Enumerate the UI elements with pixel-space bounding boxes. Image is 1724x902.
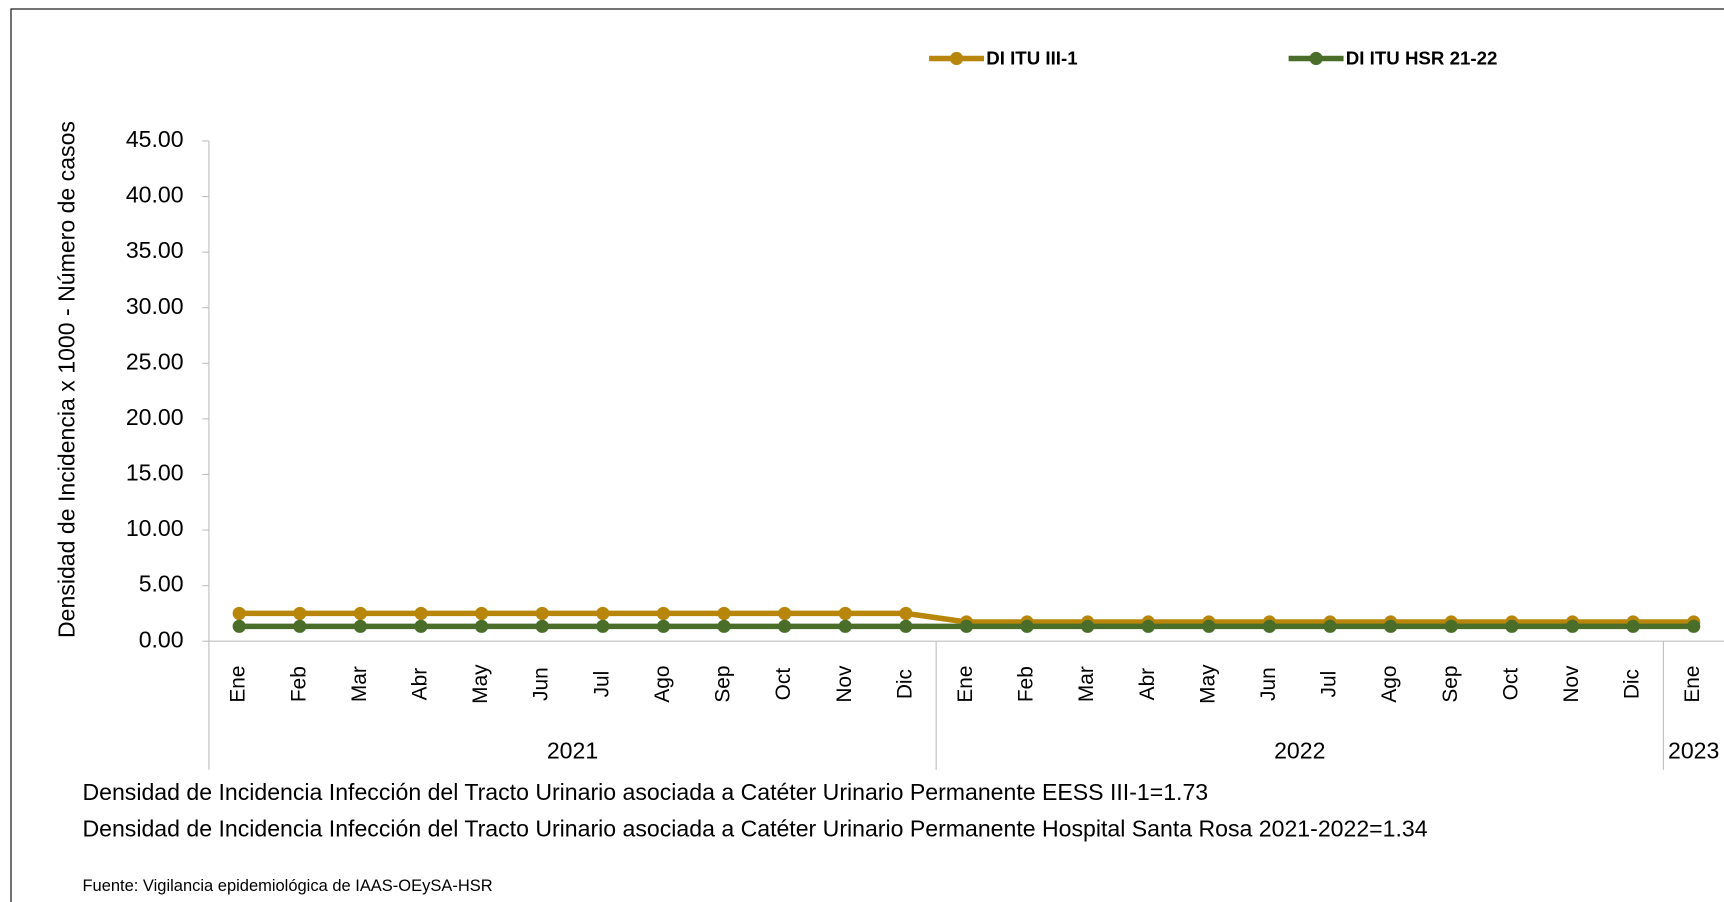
point [1141, 619, 1155, 633]
x-tick-label: Ene [1681, 666, 1704, 703]
x-tick-label: Nov [833, 665, 856, 703]
point [232, 606, 246, 621]
point [717, 619, 731, 633]
point [1262, 619, 1277, 633]
point [1384, 619, 1398, 633]
point [293, 606, 307, 621]
x-tick-label: Jun [530, 667, 553, 701]
x-tick-label: Jul [1318, 671, 1341, 698]
point [1444, 619, 1458, 633]
point [232, 619, 246, 633]
point [293, 619, 307, 633]
point [475, 606, 489, 621]
year-label: 2023 [1668, 737, 1719, 763]
point [899, 619, 913, 633]
x-tick-label: Nov [1560, 665, 1583, 703]
legend-label: DI ITU HSR 21-22 [1346, 48, 1498, 69]
x-tick-label: Sep [712, 666, 735, 703]
point [353, 619, 368, 633]
point [596, 606, 610, 621]
point [656, 619, 671, 633]
y-tick-label: 5.00 [139, 571, 184, 597]
y-tick-label: 40.00 [126, 182, 184, 208]
year-label: 2021 [547, 737, 598, 763]
point [1081, 619, 1095, 633]
y-tick-label: 10.00 [126, 515, 184, 541]
point [778, 606, 792, 621]
source: Fuente: Vigilancia epidemiológica de IAA… [82, 877, 492, 895]
point [535, 619, 549, 633]
y-axis-label: Densidad de Incidencia x 1000 - Número d… [53, 121, 79, 638]
x-tick-label: Jun [1257, 667, 1280, 701]
x-tick-label: Oct [772, 668, 795, 701]
x-tick-label: Dic [1621, 669, 1644, 699]
y-tick-label: 30.00 [126, 293, 184, 319]
point [475, 619, 489, 633]
y-tick-label: 0.00 [139, 626, 184, 652]
point [838, 619, 852, 633]
x-tick-label: Jul [590, 671, 613, 698]
legend-marker [1309, 51, 1323, 66]
point [838, 606, 852, 621]
x-tick-label: Mar [1075, 666, 1098, 702]
point [899, 606, 913, 621]
y-tick-label: 20.00 [126, 404, 184, 430]
x-tick-label: Ene [227, 666, 250, 703]
y-tick-label: 25.00 [126, 348, 184, 374]
note: Densidad de Incidencia Infección del Tra… [82, 779, 1208, 805]
y-tick-label: 35.00 [126, 237, 184, 263]
x-tick-label: Ene [954, 666, 977, 703]
y-tick-label: 45.00 [126, 126, 184, 152]
point [535, 606, 549, 621]
x-tick-label: Abr [409, 668, 432, 701]
legend-label: DI ITU III-1 [986, 48, 1077, 69]
x-tick-label: Ago [1378, 666, 1401, 703]
x-tick-label: Feb [287, 666, 310, 702]
x-tick-label: Oct [1499, 668, 1522, 701]
point [1626, 619, 1640, 633]
frame [10, 8, 1724, 902]
point [1020, 619, 1034, 633]
note: Densidad de Incidencia Infección del Tra… [82, 815, 1427, 841]
x-tick-label: May [469, 664, 492, 704]
point [1565, 619, 1580, 633]
y-tick-label: 15.00 [126, 460, 184, 486]
x-tick-label: Ago [651, 666, 674, 703]
point [717, 606, 731, 621]
x-tick-label: Feb [1015, 666, 1038, 702]
point [1687, 619, 1701, 633]
point [1505, 619, 1519, 633]
point [353, 606, 368, 621]
x-tick-label: Sep [1439, 666, 1462, 703]
point [414, 606, 428, 621]
point [656, 606, 671, 621]
legend-marker [949, 51, 964, 66]
x-tick-label: May [1196, 664, 1219, 704]
point [1323, 619, 1337, 633]
point [414, 619, 428, 633]
point [778, 619, 792, 633]
x-tick-label: Mar [348, 666, 371, 702]
x-tick-label: Dic [893, 669, 916, 699]
point [596, 619, 610, 633]
year-label: 2022 [1274, 737, 1325, 763]
point [1202, 619, 1216, 633]
x-tick-label: Abr [1136, 668, 1159, 701]
point [959, 619, 974, 633]
